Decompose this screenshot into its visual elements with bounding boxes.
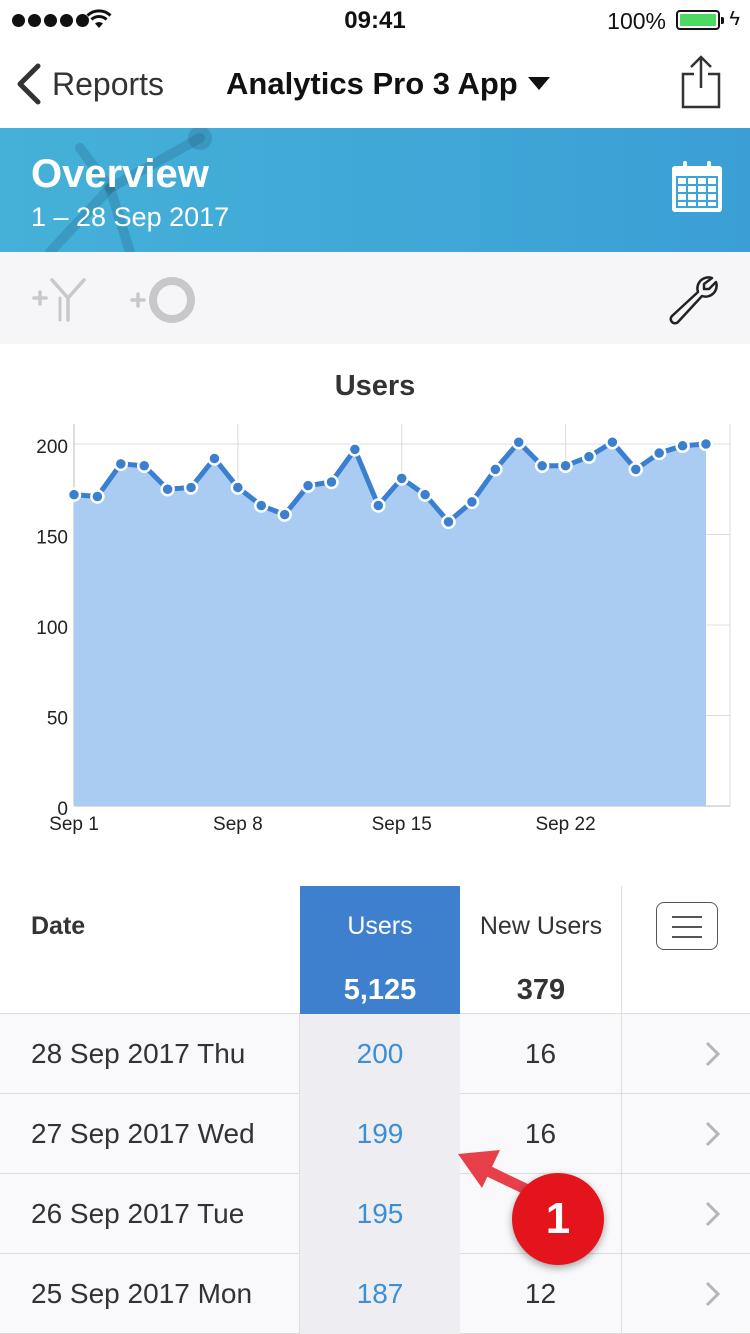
column-header-users[interactable]: Users 5,125 [300, 886, 460, 1014]
annotation-badge: 1 [512, 1173, 604, 1265]
row-users: 200 [300, 1014, 460, 1094]
y-tick-label: 100 [36, 618, 68, 639]
new-users-header-label: New Users [479, 912, 603, 940]
users-header-label: Users [347, 912, 413, 940]
status-bar: 09:41 100% ϟ [0, 0, 750, 40]
table-body: 28 Sep 2017 Thu 200 16 27 Sep 2017 Wed 1… [0, 1014, 750, 1334]
chart-title: Users [334, 370, 416, 402]
bolt-icon: ϟ [729, 8, 740, 30]
row-date: 28 Sep 2017 Thu [31, 1038, 246, 1069]
data-point [488, 462, 503, 477]
decorative-molecule-icon [45, 128, 212, 252]
table-row[interactable]: 28 Sep 2017 Thu 200 16 [0, 1014, 750, 1094]
data-point [511, 434, 526, 450]
clock: 09:41 [344, 7, 406, 34]
data-point [675, 438, 690, 454]
back-button[interactable]: Reports [14, 60, 164, 108]
navigation-bar: Reports Analytics Pro 3 App [0, 40, 750, 128]
y-tick-label: 150 [36, 528, 68, 549]
row-new-users: 16 [460, 1094, 622, 1174]
chevron-right-icon [705, 1281, 720, 1307]
row-date: 26 Sep 2017 Tue [31, 1198, 245, 1229]
users-chart: Users 0 50 100 150 200 Sep 1 Sep 8 Sep 15 Sep 22 [0, 344, 750, 886]
data-point [66, 487, 82, 502]
data-point [254, 498, 269, 513]
chevron-left-icon [17, 63, 41, 105]
area-chart[interactable]: 0 50 100 150 200 Sep 1 Sep 8 Sep 15 Sep 22 [0, 344, 750, 886]
chevron-right-icon [705, 1121, 720, 1147]
x-tick-label: Sep 15 [372, 814, 432, 835]
row-new-users [460, 1174, 622, 1254]
y-tick-label: 200 [36, 437, 68, 458]
caret-down-icon [527, 77, 550, 90]
new-users-total: 379 [516, 974, 566, 1006]
hamburger-menu-icon[interactable] [656, 902, 718, 950]
x-tick-label: Sep 1 [49, 814, 99, 835]
wifi-icon [86, 9, 112, 28]
battery-percent: 100% [607, 8, 666, 34]
row-new-users: 12 [460, 1254, 622, 1334]
data-point [698, 436, 714, 452]
data-point [300, 478, 316, 493]
overview-header: Overview 1 – 28 Sep 2017 [0, 128, 750, 252]
chevron-right-icon [705, 1201, 720, 1227]
data-point [347, 442, 363, 457]
data-point [371, 498, 386, 513]
row-date: 27 Sep 2017 Wed [31, 1118, 255, 1149]
data-point [464, 494, 480, 510]
nav-title: Analytics Pro 3 App [226, 66, 518, 101]
data-point [605, 434, 620, 450]
battery-icon [676, 10, 724, 30]
data-point [581, 449, 597, 464]
series-line [73, 439, 707, 525]
row-users: 199 [300, 1094, 460, 1174]
data-point [207, 451, 222, 466]
table-header: Date Users 5,125 New Users 379 [0, 886, 750, 1014]
signal-dots-icon [12, 14, 89, 27]
table-row[interactable]: 25 Sep 2017 Mon 187 12 [0, 1254, 750, 1334]
series-area [74, 442, 706, 806]
data-point [651, 445, 667, 461]
data-point [628, 462, 644, 477]
data-point [394, 471, 409, 486]
row-users: 187 [300, 1254, 460, 1334]
data-point [160, 482, 175, 497]
y-tick-label: 0 [57, 799, 68, 820]
data-point [136, 458, 152, 473]
toolbar [0, 252, 750, 344]
data-point [90, 489, 105, 504]
x-tick-label: Sep 22 [535, 814, 595, 835]
data-point [417, 487, 433, 502]
users-total: 5,125 [343, 974, 417, 1006]
data-point [558, 458, 573, 473]
add-segment-icon[interactable] [32, 276, 96, 322]
data-point [183, 480, 199, 495]
y-tick-label: 50 [47, 709, 68, 730]
data-point [441, 514, 456, 530]
date-range: 1 – 28 Sep 2017 [31, 202, 230, 232]
table-row[interactable]: 27 Sep 2017 Wed 199 16 [0, 1094, 750, 1174]
row-new-users: 16 [460, 1014, 622, 1094]
wrench-icon[interactable] [668, 274, 720, 326]
data-point [324, 474, 339, 490]
column-header-date[interactable]: Date [31, 912, 86, 940]
data-point [534, 458, 550, 473]
share-icon[interactable] [680, 54, 722, 110]
data-point [230, 480, 246, 495]
page-title: Overview [31, 152, 209, 196]
column-header-new-users[interactable]: New Users 379 [460, 886, 622, 1014]
row-date: 25 Sep 2017 Mon [31, 1278, 253, 1309]
x-tick-label: Sep 8 [213, 814, 263, 835]
data-table: Date Users 5,125 New Users 379 28 Sep 20… [0, 886, 750, 1334]
calendar-icon[interactable] [670, 160, 724, 214]
row-users: 195 [300, 1174, 460, 1254]
property-selector[interactable]: Analytics Pro 3 App [226, 66, 550, 102]
back-label: Reports [52, 65, 165, 102]
data-point [113, 456, 129, 472]
chevron-right-icon [705, 1041, 720, 1067]
table-row[interactable]: 26 Sep 2017 Tue 195 [0, 1174, 750, 1254]
data-point [277, 507, 292, 522]
add-comparison-icon[interactable] [130, 274, 200, 326]
